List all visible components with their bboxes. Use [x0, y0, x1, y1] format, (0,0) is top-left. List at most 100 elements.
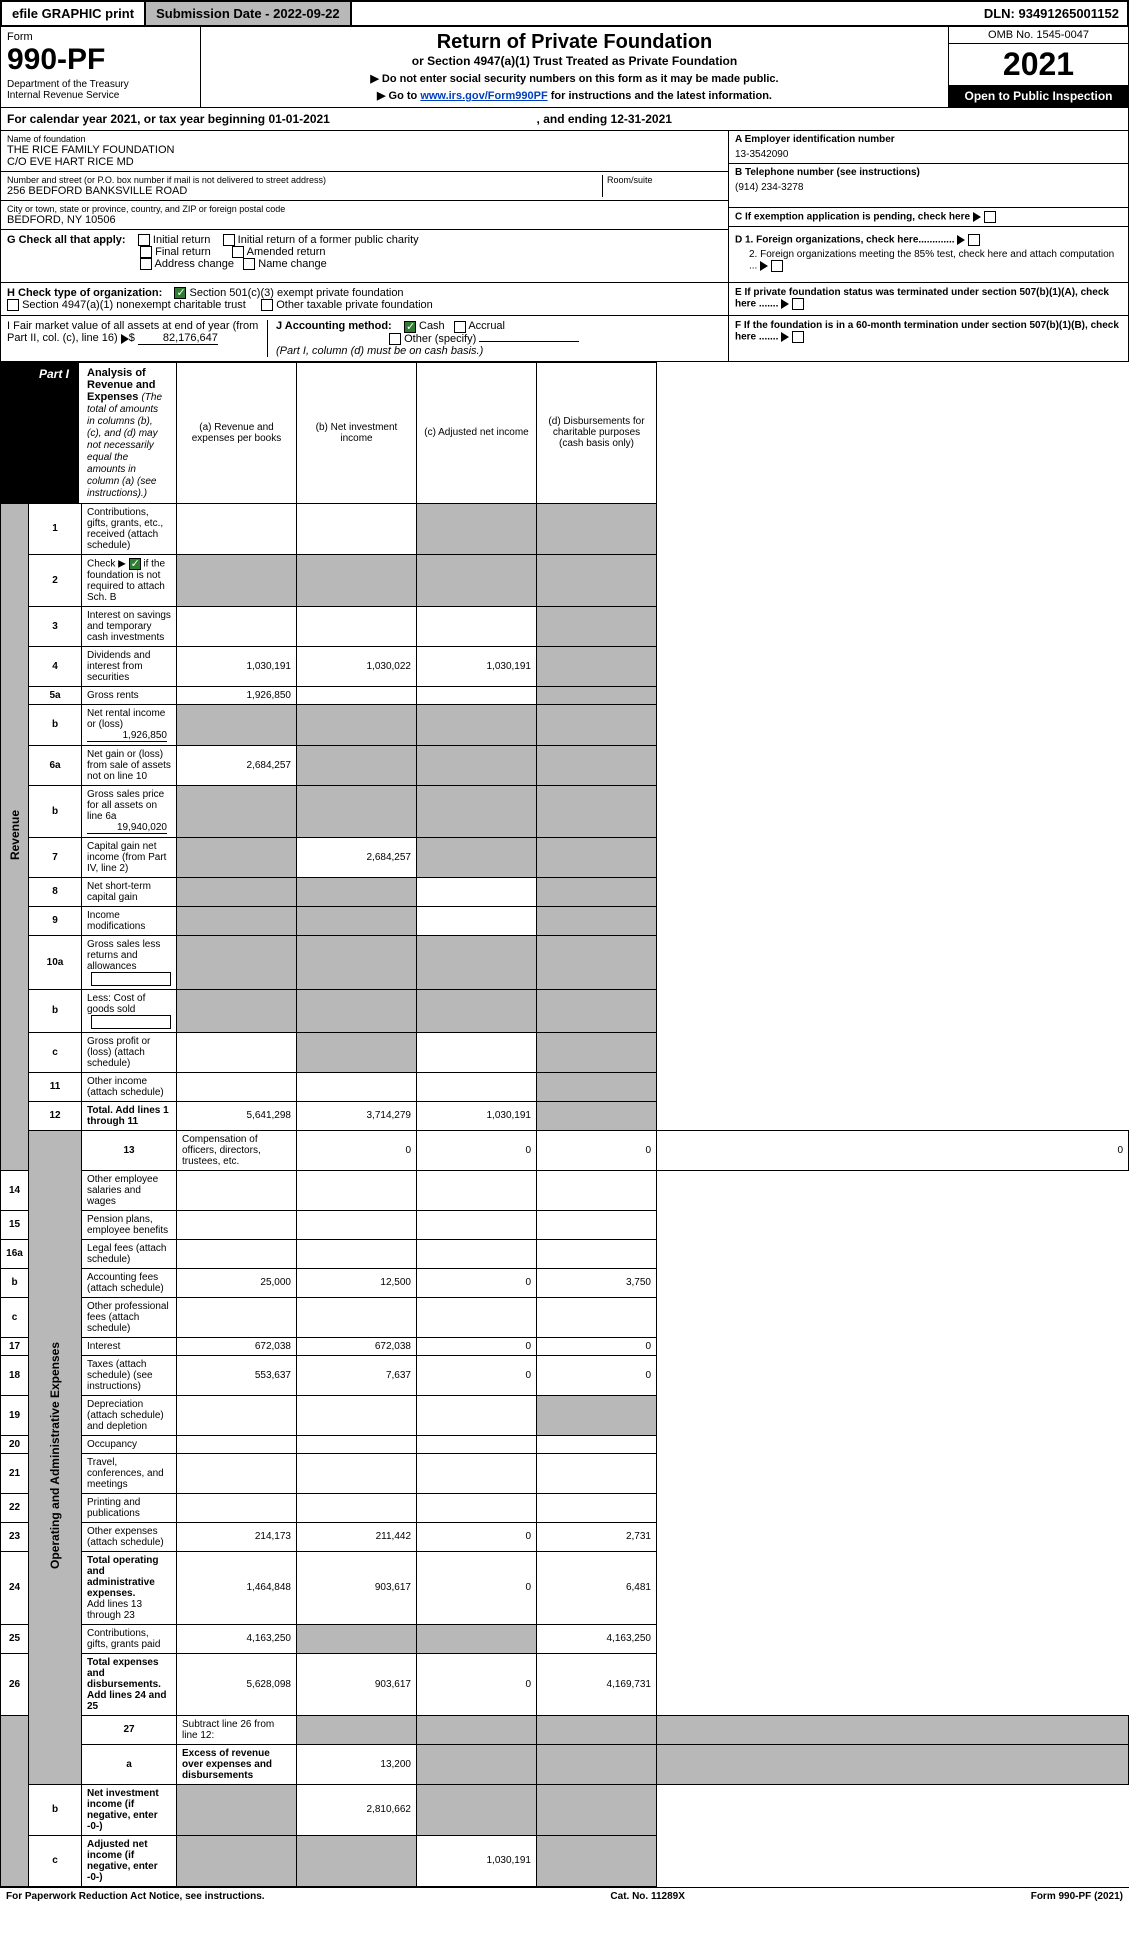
dept-treasury: Department of the Treasury Internal Reve…: [7, 79, 194, 101]
e-checkbox[interactable]: [792, 298, 804, 310]
calyear-pre: For calendar year 2021, or tax year begi…: [7, 112, 268, 126]
r12-desc-t: Total. Add lines 1 through 11: [87, 1105, 169, 1127]
j-accrual-checkbox[interactable]: [454, 321, 466, 333]
g-name-checkbox[interactable]: [243, 258, 255, 270]
irs-link[interactable]: www.irs.gov/Form990PF: [420, 90, 547, 102]
footer-year: 2021: [1097, 1891, 1119, 1902]
r16b-a: 25,000: [177, 1268, 297, 1297]
side-revenue: Revenue: [8, 810, 22, 860]
r26-a: 5,628,098: [177, 1653, 297, 1715]
r25-a: 4,163,250: [177, 1624, 297, 1653]
r19-desc: Depreciation (attach schedule) and deple…: [82, 1395, 177, 1435]
r10a-desc: Gross sales less returns and allowances: [82, 935, 177, 989]
g-initial-checkbox[interactable]: [138, 234, 150, 246]
g-address-checkbox[interactable]: [140, 258, 152, 270]
r16c-desc: Other professional fees (attach schedule…: [82, 1297, 177, 1337]
r12-b: 3,714,279: [297, 1101, 417, 1130]
d1-checkbox[interactable]: [968, 234, 980, 246]
ein-value: 13-3542090: [735, 145, 1122, 160]
d1-row: D 1. Foreign organizations, check here..…: [735, 234, 1122, 246]
arrow-icon: [781, 332, 789, 342]
form-instr-1: ▶ Do not enter social security numbers o…: [205, 72, 944, 85]
form-header: Form 990-PF Department of the Treasury I…: [0, 27, 1129, 108]
g-h-row: G Check all that apply: Initial return I…: [0, 230, 1129, 283]
g-opt-3: Amended return: [247, 246, 326, 258]
r14-no: 14: [1, 1170, 29, 1210]
open-public: Open to Public Inspection: [949, 85, 1128, 107]
r4-c: 1,030,191: [417, 646, 537, 686]
g-opt-1: Initial return of a former public charit…: [238, 234, 419, 246]
r6b-desc-t: Gross sales price for all assets on line…: [87, 789, 164, 822]
r10a-no: 10a: [29, 935, 82, 989]
r6a-no: 6a: [29, 745, 82, 785]
r1-desc: Contributions, gifts, grants, etc., rece…: [82, 503, 177, 554]
j-label: J Accounting method:: [276, 320, 392, 332]
city-label: City or town, state or province, country…: [7, 204, 722, 214]
r10b-no: b: [29, 989, 82, 1032]
top-bar: efile GRAPHIC print Submission Date - 20…: [0, 0, 1129, 27]
r18-c: 0: [417, 1355, 537, 1395]
efile-print-button[interactable]: efile GRAPHIC print: [2, 2, 146, 25]
h3-checkbox[interactable]: [261, 299, 273, 311]
part1-title: Analysis of Revenue and Expenses (The to…: [79, 363, 176, 503]
h3-label: Other taxable private foundation: [276, 299, 433, 311]
r17-b: 672,038: [297, 1337, 417, 1355]
name-row: Name of foundation THE RICE FAMILY FOUND…: [1, 131, 728, 172]
h2-checkbox[interactable]: [7, 299, 19, 311]
r18-d: 0: [537, 1355, 657, 1395]
r16b-c: 0: [417, 1268, 537, 1297]
h1-label: Section 501(c)(3) exempt private foundat…: [190, 287, 404, 299]
foundation-name-1: THE RICE FAMILY FOUNDATION: [7, 144, 722, 156]
side-expenses: Operating and Administrative Expenses: [48, 1342, 62, 1569]
r4-b: 1,030,022: [297, 646, 417, 686]
r27b-b: 2,810,662: [297, 1784, 417, 1835]
phone-row: B Telephone number (see instructions) (9…: [729, 164, 1128, 208]
dln-label: DLN:: [984, 6, 1019, 21]
city-row: City or town, state or province, country…: [1, 201, 728, 230]
col-c-header: (c) Adjusted net income: [417, 362, 537, 503]
r17-d: 0: [537, 1337, 657, 1355]
omb-number: OMB No. 1545-0047: [949, 27, 1128, 44]
part1-table: Part I Analysis of Revenue and Expenses …: [0, 362, 1129, 1887]
g-initial-former-checkbox[interactable]: [223, 234, 235, 246]
r23-a: 214,173: [177, 1522, 297, 1551]
city-value: BEDFORD, NY 10506: [7, 214, 722, 226]
r17-no: 17: [1, 1337, 29, 1355]
c-label: C If exemption application is pending, c…: [735, 212, 970, 223]
r17-a: 672,038: [177, 1337, 297, 1355]
r15-desc: Pension plans, employee benefits: [82, 1210, 177, 1239]
r13-c: 0: [537, 1130, 657, 1170]
f-checkbox[interactable]: [792, 331, 804, 343]
r15-no: 15: [1, 1210, 29, 1239]
j-cash: Cash: [419, 320, 445, 332]
h1-checkbox[interactable]: [174, 287, 186, 299]
j-cash-checkbox[interactable]: [404, 321, 416, 333]
r4-no: 4: [29, 646, 82, 686]
r13-a: 0: [297, 1130, 417, 1170]
footer-form-no: 990-PF: [1059, 1891, 1092, 1902]
r26-c: 0: [417, 1653, 537, 1715]
r12-c: 1,030,191: [417, 1101, 537, 1130]
r27-desc: Subtract line 26 from line 12:: [177, 1715, 297, 1744]
r27c-c: 1,030,191: [417, 1835, 537, 1886]
footer-mid: Cat. No. 11289X: [610, 1891, 684, 1902]
r5a-desc: Gross rents: [82, 686, 177, 704]
header-right: OMB No. 1545-0047 2021 Open to Public In…: [948, 27, 1128, 107]
j-other-checkbox[interactable]: [389, 333, 401, 345]
g-final-checkbox[interactable]: [140, 246, 152, 258]
dln-value: 93491265001152: [1018, 6, 1119, 21]
r7-no: 7: [29, 837, 82, 877]
r17-desc: Interest: [82, 1337, 177, 1355]
g-amended-checkbox[interactable]: [232, 246, 244, 258]
d2-checkbox[interactable]: [771, 260, 783, 272]
foundation-name-2: C/O EVE HART RICE MD: [7, 156, 722, 168]
r5b-no: b: [29, 704, 82, 745]
c-checkbox[interactable]: [984, 211, 996, 223]
j-note: (Part I, column (d) must be on cash basi…: [276, 345, 483, 357]
r26-desc: Total expenses and disbursements. Add li…: [82, 1653, 177, 1715]
h2-label: Section 4947(a)(1) nonexempt charitable …: [22, 299, 246, 311]
r13-d: 0: [657, 1130, 1129, 1170]
subdate-label: Submission Date -: [156, 6, 273, 21]
r2-checkbox[interactable]: [129, 558, 141, 570]
r10b-desc-t: Less: Cost of goods sold: [87, 993, 145, 1015]
